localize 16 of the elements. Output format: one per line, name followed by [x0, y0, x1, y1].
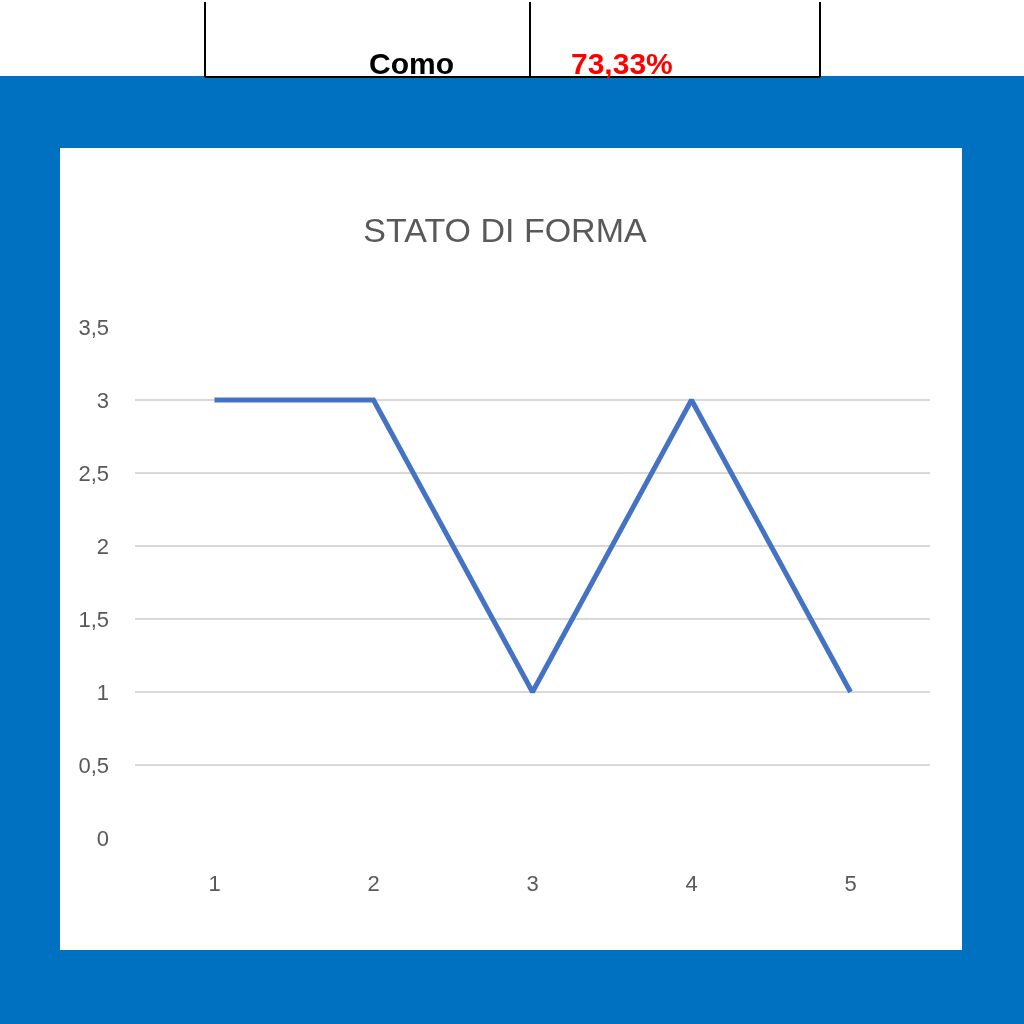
x-tick-label: 2	[367, 871, 380, 896]
chart-title: STATO DI FORMA	[363, 210, 647, 249]
y-tick-label: 3,5	[78, 314, 109, 340]
y-tick-label: 1,5	[78, 606, 109, 632]
x-tick-label: 3	[526, 871, 539, 896]
x-tick-label: 5	[844, 871, 857, 896]
y-tick-label: 1	[96, 679, 109, 705]
y-tick-label: 0	[96, 825, 109, 851]
text: Como	[369, 47, 454, 80]
y-tick-label: 2,5	[78, 460, 109, 486]
x-tick-label: 1	[208, 871, 221, 896]
text: 73,33%	[571, 47, 673, 80]
y-tick-label: 3	[96, 387, 109, 413]
x-tick-label: 4	[685, 871, 698, 896]
y-tick-label: 2	[96, 533, 109, 559]
y-tick-label: 0,5	[78, 752, 109, 778]
